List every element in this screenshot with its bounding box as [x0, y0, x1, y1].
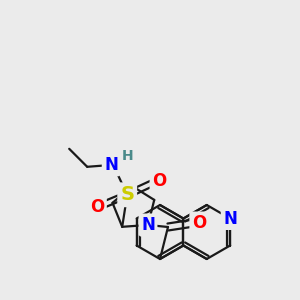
Text: S: S: [120, 185, 134, 204]
Text: O: O: [152, 172, 166, 190]
Text: N: N: [223, 209, 237, 227]
Text: H: H: [122, 149, 133, 163]
Text: O: O: [90, 198, 104, 216]
Text: O: O: [192, 214, 206, 232]
Text: N: N: [141, 216, 155, 234]
Text: N: N: [104, 156, 118, 174]
